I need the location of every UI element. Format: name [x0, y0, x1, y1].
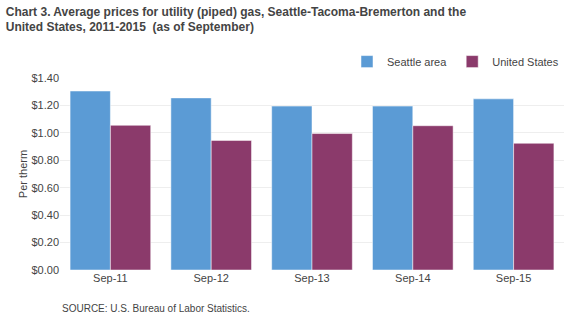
svg-text:Sep-11: Sep-11 — [93, 272, 128, 284]
svg-text:Sep-15: Sep-15 — [496, 272, 531, 284]
svg-text:SOURCE: U.S. Bureau of Labor S: SOURCE: U.S. Bureau of Labor Statistics. — [62, 303, 250, 314]
svg-text:$0.20: $0.20 — [31, 236, 59, 248]
svg-text:$1.40: $1.40 — [31, 72, 59, 84]
svg-text:United States: United States — [492, 56, 559, 68]
svg-text:Sep-13: Sep-13 — [294, 272, 329, 284]
svg-text:Per therm: Per therm — [17, 150, 29, 198]
svg-text:$0.60: $0.60 — [31, 182, 59, 194]
svg-text:Sep-14: Sep-14 — [395, 272, 430, 284]
svg-text:$1.00: $1.00 — [31, 127, 59, 139]
svg-text:Sep-12: Sep-12 — [193, 272, 228, 284]
svg-text:$1.20: $1.20 — [31, 99, 59, 111]
svg-text:Chart 3. Average prices for ut: Chart 3. Average prices for utility (pip… — [6, 5, 467, 35]
svg-text:$0.80: $0.80 — [31, 154, 59, 166]
svg-text:$0.40: $0.40 — [31, 209, 59, 221]
svg-text:Seattle area: Seattle area — [387, 56, 447, 68]
svg-text:$0.00: $0.00 — [31, 264, 59, 276]
